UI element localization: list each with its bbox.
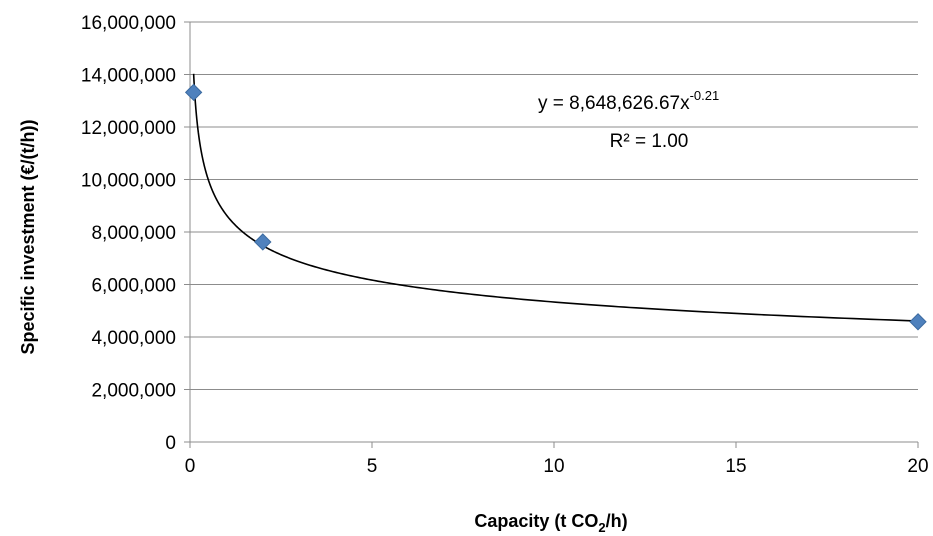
x-axis-title: Capacity (t CO2/h) [474, 511, 627, 535]
gridlines [190, 21, 918, 390]
x-tick-label: 0 [185, 456, 196, 477]
data-points [184, 83, 927, 331]
x-tick-label: 5 [367, 456, 378, 477]
y-axis-title: Specific investment (€/(t/h)) [18, 119, 38, 354]
x-tick-label: 15 [725, 456, 746, 477]
y-tick-label: 14,000,000 [81, 66, 176, 87]
data-point [184, 83, 203, 102]
y-tick-label: 2,000,000 [91, 381, 176, 402]
data-point [254, 233, 272, 251]
y-tick-labels: 0 2,000,000 4,000,000 6,000,000 8,000,000 10,… [81, 13, 176, 454]
y-tick-label: 8,000,000 [91, 223, 176, 244]
y-tick-label: 0 [165, 433, 176, 454]
trendline-equation: y = 8,648,626.67x-0.21 [538, 88, 719, 114]
y-tick-label: 6,000,000 [91, 276, 176, 297]
axes [184, 21, 919, 448]
y-tick-label: 16,000,000 [81, 13, 176, 34]
y-tick-label: 4,000,000 [91, 328, 176, 349]
x-tick-labels: 0 5 10 15 20 [185, 456, 929, 477]
r-squared-label: R² = 1.00 [610, 131, 689, 152]
x-tick-label: 20 [907, 456, 928, 477]
x-tick-label: 10 [543, 456, 564, 477]
y-tick-label: 12,000,000 [81, 118, 176, 139]
data-point [909, 313, 927, 331]
trendline [192, 73, 919, 322]
y-tick-label: 10,000,000 [81, 171, 176, 192]
